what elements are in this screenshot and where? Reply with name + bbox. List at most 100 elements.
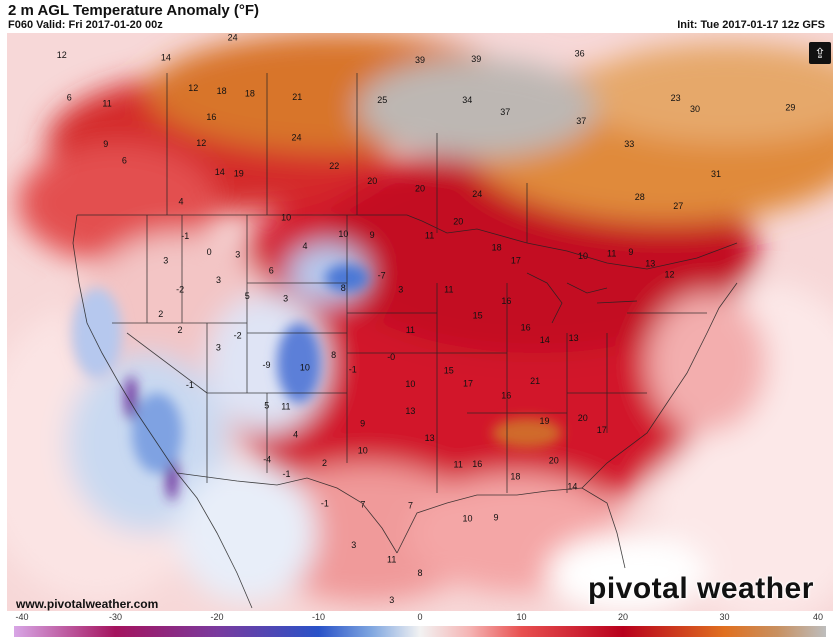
anomaly-value: 18	[510, 471, 520, 481]
anomaly-value: 17	[511, 255, 521, 265]
anomaly-value: 11	[102, 99, 111, 109]
anomaly-value: -0	[387, 352, 395, 362]
anomaly-value: 2	[322, 458, 327, 468]
anomaly-value: 18	[217, 86, 227, 96]
anomaly-value: 3	[216, 275, 221, 285]
anomaly-value: 4	[178, 197, 183, 207]
init-time: Init: Tue 2017-01-17 12z GFS	[677, 19, 825, 31]
anomaly-value: -1	[349, 364, 357, 374]
anomaly-value: 10	[338, 229, 348, 239]
anomaly-value: 7	[408, 501, 413, 511]
colorbar-tick-labels: -40 -30 -20 -10 0 10 20 30 40	[14, 612, 826, 624]
anomaly-value: 13	[405, 406, 415, 416]
anomaly-value: 3	[216, 342, 221, 352]
anomaly-value: 8	[341, 283, 346, 293]
colorbar-tick: -40	[15, 612, 29, 622]
anomaly-value: 30	[690, 104, 700, 114]
anomaly-value: 24	[291, 132, 301, 142]
anomaly-value: 9	[360, 419, 365, 429]
colorbar-tick: -30	[108, 612, 123, 622]
anomaly-value: 7	[360, 500, 365, 510]
website-url[interactable]: www.pivotalweather.com	[16, 597, 159, 611]
anomaly-value: 15	[444, 365, 454, 375]
colorbar-tick: -20	[210, 612, 224, 622]
anomaly-value: 25	[377, 95, 387, 105]
political-borders	[72, 73, 738, 609]
anomaly-value: 20	[415, 183, 425, 193]
colorbar-tick: 20	[617, 612, 629, 622]
anomaly-value: 12	[57, 50, 67, 60]
anomaly-value: 20	[549, 456, 559, 466]
anomaly-value: 20	[367, 176, 377, 186]
anomaly-value: 16	[501, 296, 511, 306]
anomaly-value: 13	[645, 258, 655, 268]
anomaly-value: 13	[569, 333, 579, 343]
anomaly-value: 12	[196, 138, 206, 148]
anomaly-value: 17	[463, 378, 473, 388]
anomaly-value: 15	[473, 311, 483, 321]
anomaly-value: -1	[181, 231, 189, 241]
anomaly-value: 3	[235, 250, 240, 260]
anomaly-value: 2	[177, 325, 182, 335]
share-icon[interactable]: ⇪	[809, 42, 831, 64]
anomaly-value: 0	[207, 247, 212, 257]
anomaly-value: 39	[471, 54, 481, 64]
anomaly-value: 14	[567, 481, 577, 491]
anomaly-value: -2	[234, 331, 242, 341]
anomaly-value: 33	[624, 139, 634, 149]
anomaly-value: 10	[578, 251, 588, 261]
anomaly-value: 14	[215, 167, 225, 177]
anomaly-value: 11	[281, 402, 290, 412]
anomaly-value: 11	[444, 284, 453, 294]
anomaly-value: 14	[161, 53, 171, 63]
anomaly-value: 12	[664, 270, 674, 280]
anomaly-value: 9	[493, 513, 498, 523]
anomaly-value: 28	[635, 192, 645, 202]
anomaly-value: 4	[302, 241, 307, 251]
colorbar-tick: 0	[417, 612, 423, 622]
anomaly-value: 14	[540, 335, 550, 345]
anomaly-value: 3	[351, 540, 356, 550]
anomaly-value: 9	[370, 230, 375, 240]
anomaly-value: 23	[671, 93, 681, 103]
anomaly-value: 16	[521, 322, 531, 332]
anomaly-value: 16	[501, 391, 511, 401]
anomaly-value: 10	[358, 446, 368, 456]
anomaly-value: 8	[417, 568, 422, 578]
anomaly-value: 18	[245, 88, 255, 98]
anomaly-value: 29	[785, 103, 795, 113]
anomaly-value: 19	[234, 169, 244, 179]
anomaly-value: 6	[67, 92, 72, 102]
anomaly-value: 6	[269, 266, 274, 276]
anomaly-map[interactable]: 12 6 11 9 14 12 18 18 16 12 24 39 39 36 21 25 34 37 37 24 22…	[7, 33, 833, 611]
anomaly-value: 11	[406, 325, 415, 335]
valid-time: F060 Valid: Fri 2017-01-20 00z	[8, 19, 163, 31]
anomaly-value: 11	[387, 554, 396, 564]
anomaly-value: 19	[539, 416, 549, 426]
anomaly-value: 3	[163, 256, 168, 266]
anomaly-value: 24	[472, 189, 482, 199]
anomaly-detail	[72, 264, 562, 501]
anomaly-value: 20	[578, 413, 588, 423]
anomaly-value: 11	[607, 249, 616, 259]
anomaly-value: 10	[405, 379, 415, 389]
anomaly-value: 9	[628, 247, 633, 257]
anomaly-value: 10	[300, 362, 310, 372]
anomaly-value: 5	[245, 291, 250, 301]
anomaly-value: 22	[329, 161, 339, 171]
brand-logo: pivotal weather	[588, 572, 814, 605]
anomaly-value: 13	[425, 433, 435, 443]
colorbar-tick: 40	[812, 612, 824, 622]
anomaly-value: 8	[331, 350, 336, 360]
anomaly-value: 18	[492, 243, 502, 253]
anomaly-value: 16	[206, 112, 216, 122]
anomaly-value: 39	[415, 55, 425, 65]
anomaly-value: -7	[378, 271, 386, 281]
anomaly-value: 2	[158, 309, 163, 319]
anomaly-value: 37	[500, 107, 510, 117]
map-title: 2 m AGL Temperature Anomaly (°F)	[8, 2, 260, 19]
anomaly-value: -4	[263, 454, 271, 464]
anomaly-value: 3	[398, 284, 403, 294]
anomaly-value: 21	[292, 92, 302, 102]
